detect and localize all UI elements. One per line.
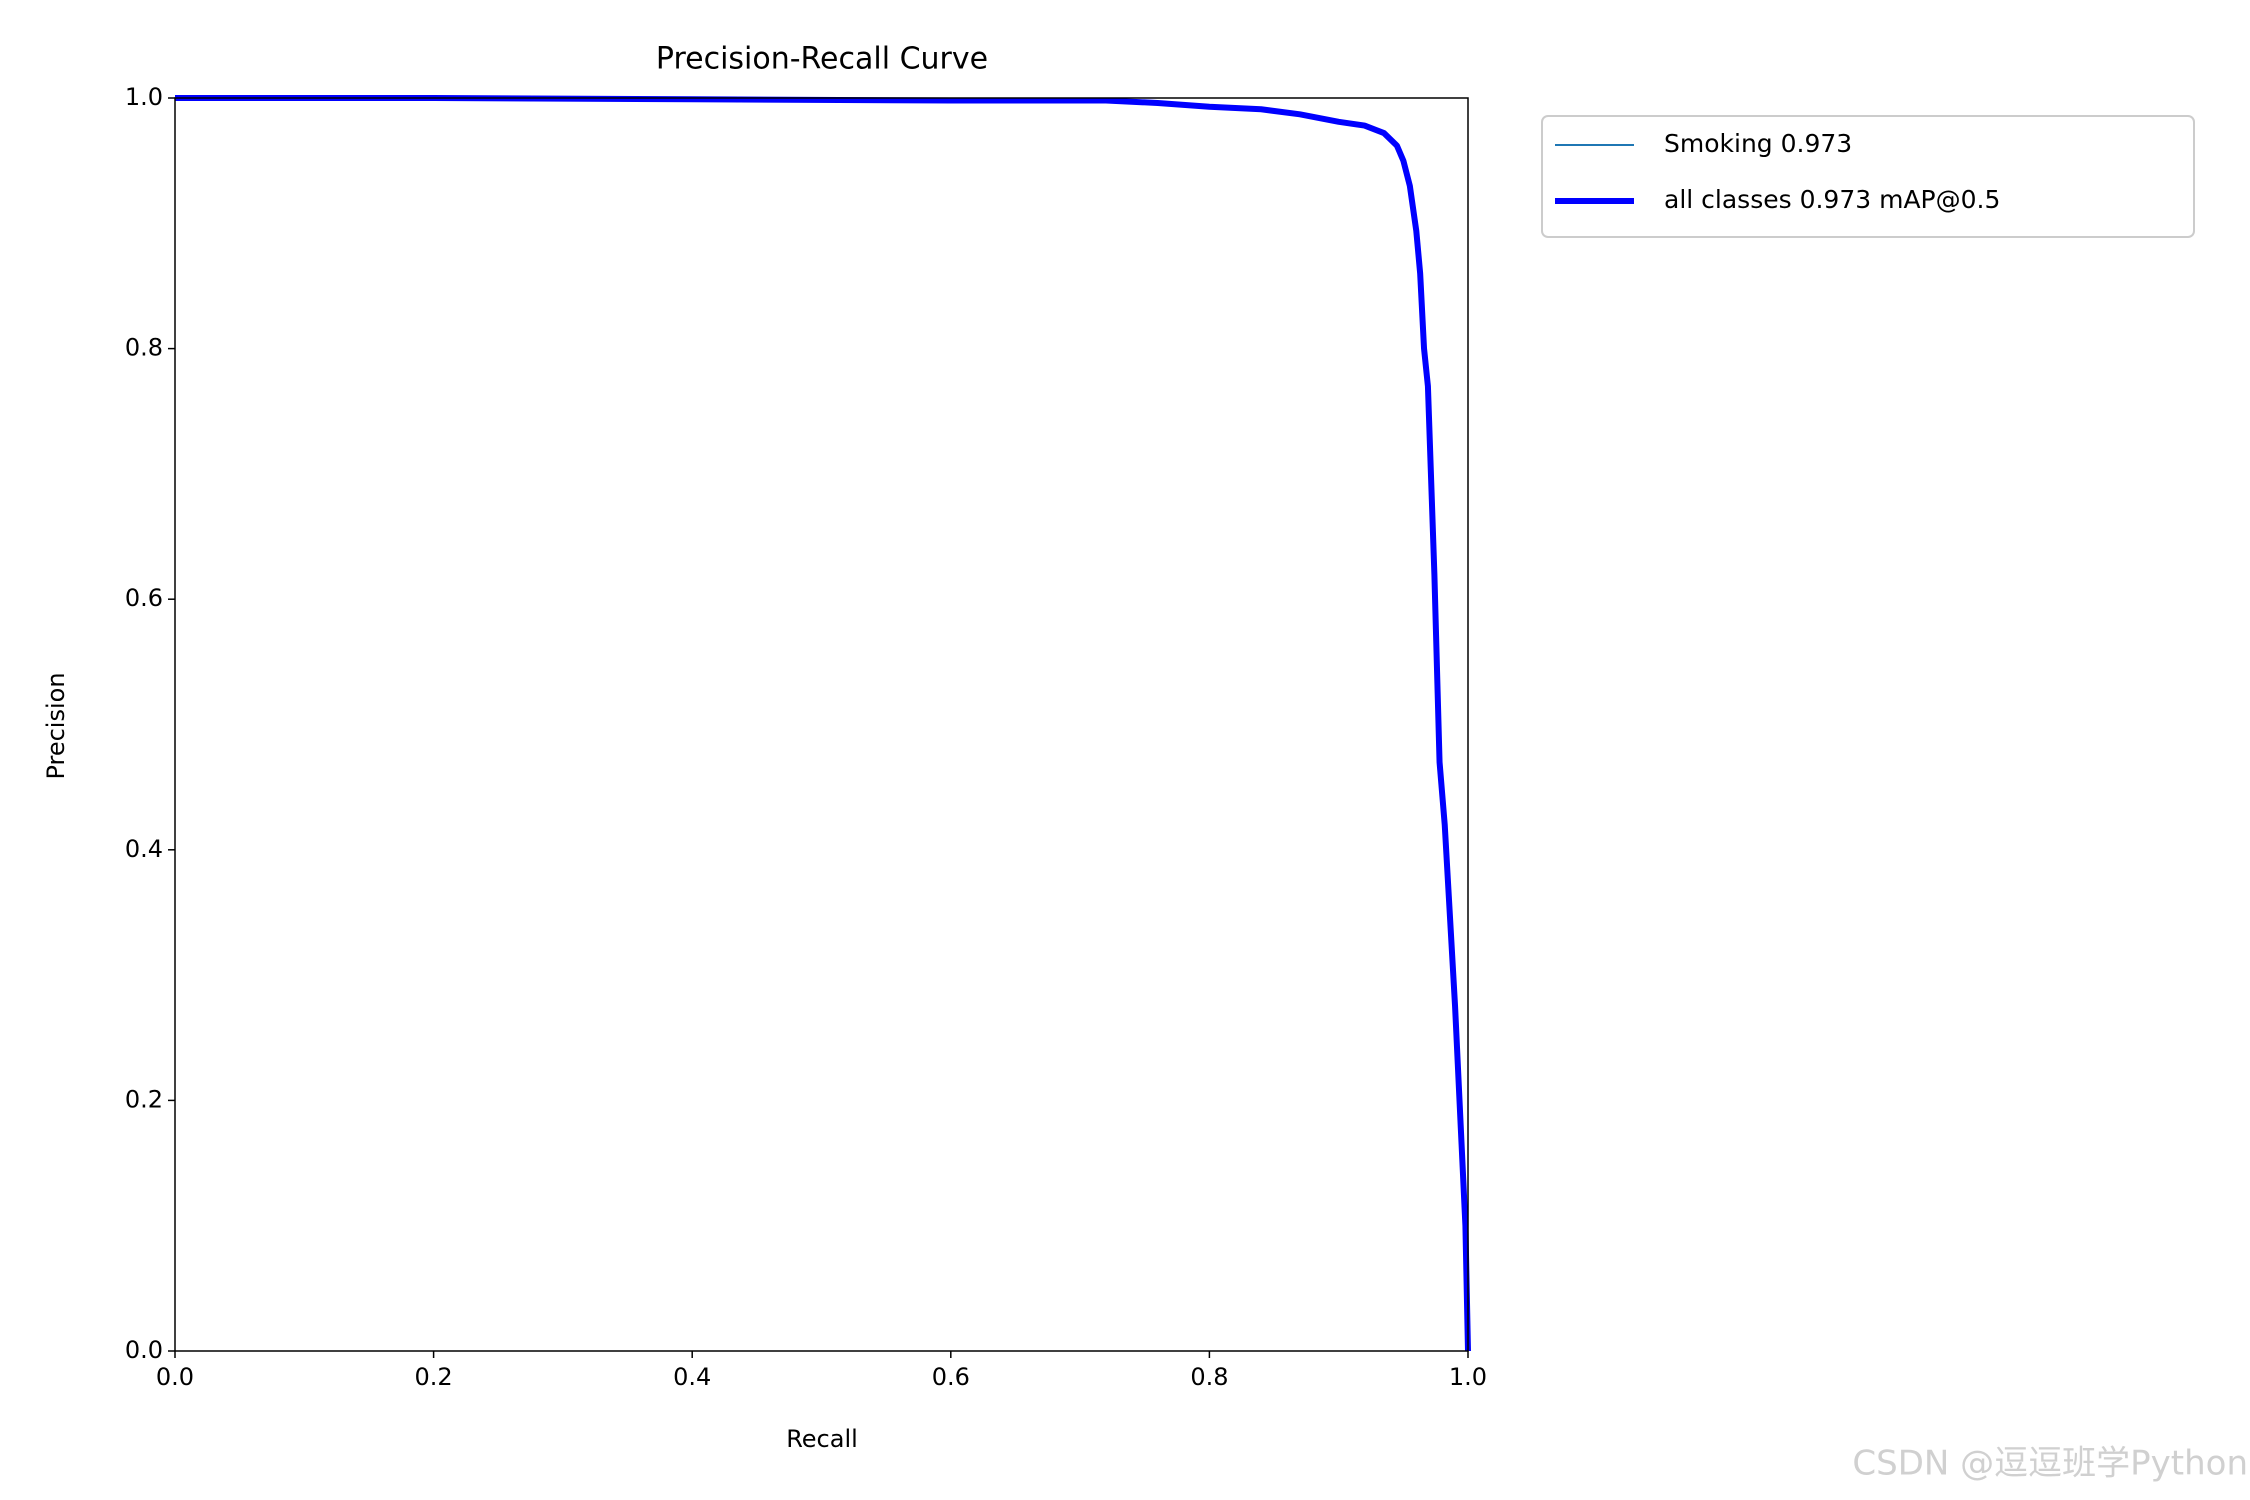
x-tick-label: 0.0: [156, 1363, 194, 1391]
x-tick-label: 1.0: [1449, 1363, 1487, 1391]
series-line: [175, 95, 1471, 1352]
y-tick-label: 0.2: [125, 1085, 163, 1113]
x-tick-label: 0.2: [415, 1363, 453, 1391]
y-tick-label: 0.8: [125, 334, 163, 362]
x-tick-label: 0.4: [673, 1363, 711, 1391]
legend-box: [1541, 115, 2195, 238]
x-tick-label: 0.8: [1190, 1363, 1228, 1391]
x-tick-label: 0.6: [932, 1363, 970, 1391]
chart-title: Precision-Recall Curve: [656, 42, 988, 77]
legend-label: Smoking 0.973: [1664, 129, 1852, 158]
x-axis-label: Recall: [786, 1425, 858, 1453]
watermark: CSDN @逗逗班学Python: [1852, 1444, 2248, 1484]
legend-label: all classes 0.973 mAP@0.5: [1664, 185, 2000, 214]
y-tick-label: 0.6: [125, 584, 163, 612]
y-tick-label: 0.4: [125, 835, 163, 863]
y-axis-label: Precision: [42, 672, 70, 779]
y-tick-label: 0.0: [125, 1336, 163, 1364]
plot-frame: [174, 97, 1469, 1352]
y-tick-label: 1.0: [125, 83, 163, 111]
